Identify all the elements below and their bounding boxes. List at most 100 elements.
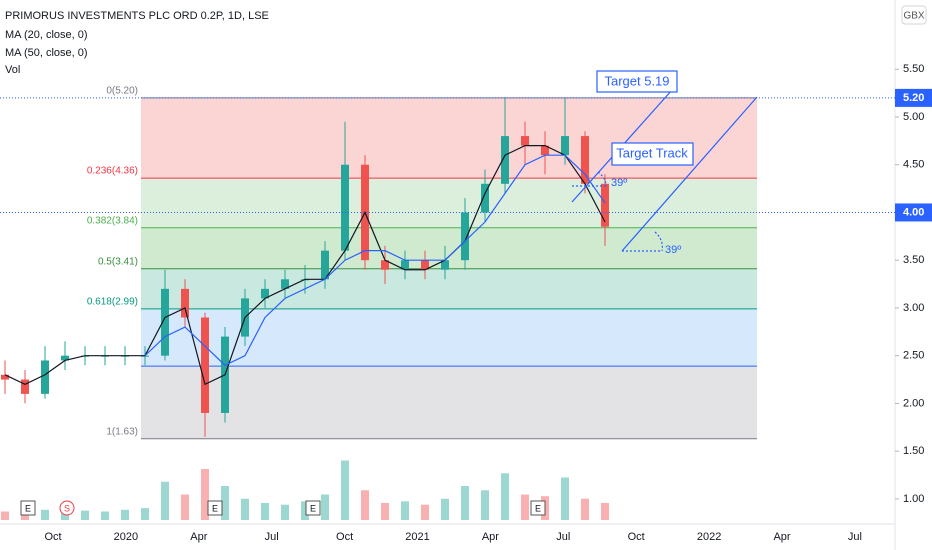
volume-bar (261, 503, 269, 520)
candle-body (581, 136, 589, 184)
event-marker (20, 500, 36, 516)
angle-arc (654, 231, 663, 252)
event-label: E (25, 503, 31, 513)
indicator-label: MA (50, close, 0) (5, 47, 88, 59)
volume-bar (601, 503, 609, 520)
x-tick-label: 2021 (405, 531, 429, 543)
y-tick-label: 5.00 (903, 111, 924, 123)
time-axis: Oct 2020 Apr Jul Oct 2021 Apr Jul Oct 2022 Apr Jul (44, 531, 861, 543)
moving-averages (4, 145, 606, 386)
fib-zone (141, 97, 757, 179)
fib-label: 0.382(3.84) (87, 215, 138, 226)
candle-body (601, 183, 609, 227)
volume-bar (241, 498, 249, 520)
candle-body (501, 136, 509, 184)
volume-bar (321, 494, 329, 520)
candle-body (421, 260, 429, 270)
price-axis: 5.50 5.00 4.50 4.00 3.50 3.00 2.50 2.00 1.50 1.00… (0, 63, 932, 505)
volume-bar (581, 498, 589, 520)
volume-bar (401, 501, 409, 520)
candle-body (541, 145, 549, 156)
volume-bar (21, 513, 29, 520)
candle-body (481, 183, 489, 213)
indicator-label: Vol (5, 64, 20, 76)
fib-label: 0(5.20) (106, 86, 138, 97)
candle-body (161, 288, 169, 356)
candle-body (201, 317, 209, 413)
volume-bar (101, 511, 109, 520)
candle-body (261, 288, 269, 299)
event-marker (305, 500, 321, 516)
candle-body (281, 279, 289, 289)
event-label: E (535, 503, 541, 513)
x-tick-label: Jul (265, 531, 279, 543)
candle-body (181, 288, 189, 318)
event-label: E (212, 503, 218, 513)
volume-bar (81, 510, 89, 520)
x-tick-label: Oct (628, 531, 645, 543)
x-tick-label: Apr (773, 531, 790, 543)
volume-bar (1, 511, 9, 520)
event-label: S (64, 503, 70, 513)
volume-bar (201, 469, 209, 520)
volume-bar (161, 481, 169, 520)
event-marker (207, 500, 223, 516)
volume-bar (441, 498, 449, 520)
volume-bar (181, 494, 189, 520)
x-tick-label: Oct (336, 531, 353, 543)
fib-zone (141, 308, 757, 367)
volume-bar (341, 460, 349, 520)
candle-body (461, 212, 469, 261)
y-tick-label: 3.50 (903, 254, 924, 266)
event-label: E (310, 503, 316, 513)
volume-bar (381, 503, 389, 520)
y-tick-label: 4.50 (903, 159, 924, 171)
volume-bar (221, 486, 229, 520)
y-tick-label: 1.50 (903, 445, 924, 457)
volume-bar (561, 477, 569, 520)
y-tick-label: 5.50 (903, 63, 924, 75)
fib-label: 0.236(4.36) (87, 166, 138, 177)
x-tick-label: Apr (190, 531, 207, 543)
y-tick-label: 3.00 (903, 302, 924, 314)
annotation: Target Track (616, 145, 688, 160)
price-badge-label: 5.20 (903, 92, 924, 104)
annotation: 39º (665, 244, 681, 256)
volume-bar (361, 490, 369, 520)
x-tick-label: Jul (556, 531, 570, 543)
candle-body (561, 136, 569, 156)
indicator-label: MA (20, close, 0) (5, 29, 88, 41)
x-tick-label: 2022 (697, 531, 721, 543)
volume-bar (281, 504, 289, 520)
price-badge (895, 88, 932, 107)
fib-zone (141, 178, 757, 228)
candle-body (41, 360, 49, 394)
volume-bar (461, 486, 469, 520)
fib-label: 0.5(3.41) (98, 256, 138, 267)
candle-body (401, 260, 409, 270)
y-tick-label: 1.00 (903, 493, 924, 505)
volume-bar (521, 494, 529, 520)
candle-body (441, 260, 449, 270)
fib-zone (141, 366, 757, 439)
volume-bar (421, 504, 429, 520)
x-tick-label: 2020 (114, 531, 138, 543)
x-tick-label: Jul (848, 531, 862, 543)
annotation-box (611, 142, 694, 166)
y-tick-label: 2.00 (903, 397, 924, 409)
annotation-box (596, 70, 678, 93)
ma-line (144, 154, 606, 366)
currency[interactable]: GBX (903, 11, 924, 22)
chart-title: PRIMORUS INVESTMENTS PLC ORD 0.2P, 1D, L… (5, 10, 269, 22)
volume-bar (121, 509, 129, 520)
x-tick-label: Apr (482, 531, 499, 543)
ma-line (4, 145, 606, 386)
trend-drawings (571, 70, 758, 252)
price-badge (895, 203, 932, 222)
candle-body (321, 250, 329, 280)
candle-body (381, 260, 389, 270)
volume-bar (141, 508, 149, 520)
currency-box[interactable] (901, 5, 927, 25)
